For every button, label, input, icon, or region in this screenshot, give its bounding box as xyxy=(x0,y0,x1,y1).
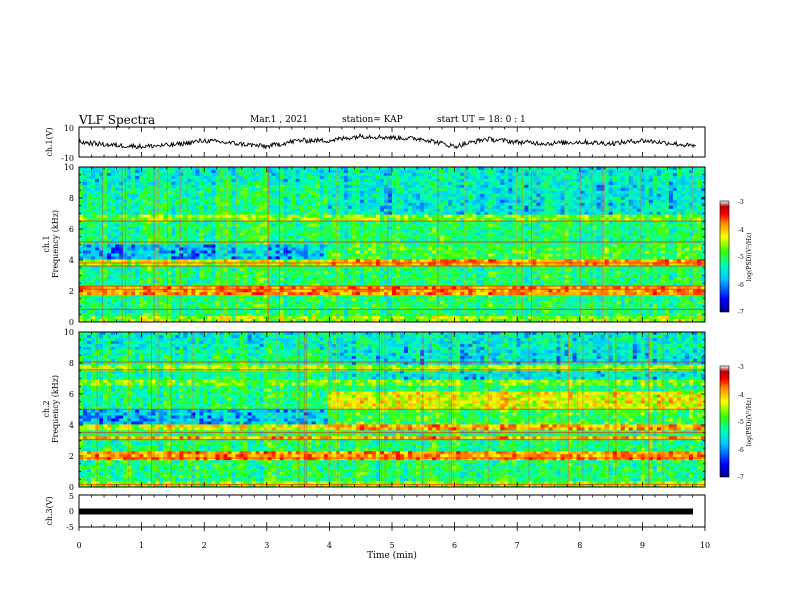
ch2-cbar-tick-4: -4 xyxy=(738,392,744,399)
ch1-cbar-label: log(PSD)(V²/Hz) xyxy=(746,233,753,282)
xtick-6: 6 xyxy=(452,541,457,550)
ch3-ytick-minus5: -5 xyxy=(66,523,74,532)
ch1-cbar-tick-4: -4 xyxy=(738,227,744,234)
xtick-3: 3 xyxy=(264,541,269,550)
ch2-colorbar-gradient xyxy=(719,365,730,478)
ch1-cbar-tick-7: -7 xyxy=(738,309,744,316)
xtick-4: 4 xyxy=(327,541,332,550)
ch1-spec-ytick-8: 8 xyxy=(69,194,74,203)
ch1-cbar-tick-3: -3 xyxy=(738,199,744,206)
ch1-spec-ylabel-channel: ch.1 xyxy=(42,235,51,252)
ch2-spec-ytick-4: 4 xyxy=(69,421,74,430)
ch2-spec-ytick-0: 0 xyxy=(69,483,74,492)
xtick-10: 10 xyxy=(700,541,710,550)
ch1-ytick-10: 10 xyxy=(64,124,74,133)
start-ut-label: start UT = 18: 0 : 1 xyxy=(437,115,526,125)
xtick-2: 2 xyxy=(202,541,207,550)
xtick-8: 8 xyxy=(577,541,582,550)
ch1-spec-ylabel-frequency: Frequency (kHz) xyxy=(51,210,60,278)
ch2-colorbar: -3 -4 -5 -6 -7 log(PSD)(V²/Hz) xyxy=(719,364,753,481)
ch1-colorbar: -3 -4 -5 -6 -7 log(PSD)(V²/Hz) xyxy=(719,199,753,316)
ch2-cbar-tick-3: -3 xyxy=(738,364,744,371)
axis-ticks xyxy=(78,127,706,531)
ch2-spec-ytick-6: 6 xyxy=(69,390,74,399)
ch1-ytick-minus10: -10 xyxy=(61,154,74,163)
ch1-spec-ytick-0: 0 xyxy=(69,318,74,327)
ch2-cbar-tick-7: -7 xyxy=(738,474,744,481)
ch1-colorbar-gradient xyxy=(719,200,730,313)
ch2-spec-ytick-8: 8 xyxy=(69,359,74,368)
date-label: Mar.1 , 2021 xyxy=(250,115,308,125)
ch1-spec-ytick-2: 2 xyxy=(69,287,74,296)
xtick-7: 7 xyxy=(515,541,520,550)
ch2-spec-ytick-10: 10 xyxy=(64,328,74,337)
xtick-0: 0 xyxy=(76,541,81,550)
ch3-level-ylabel: ch.3(V) xyxy=(45,496,54,525)
ch1-spectrogram xyxy=(79,167,705,322)
ch1-cbar-tick-5: -5 xyxy=(738,254,744,261)
ch1-spec-ytick-6: 6 xyxy=(69,225,74,234)
ch2-cbar-label: log(PSD)(V²/Hz) xyxy=(746,398,753,447)
x-axis-label: Time (min) xyxy=(367,550,417,561)
ch1-waveform-line xyxy=(78,132,696,150)
ch1-spec-ytick-4: 4 xyxy=(69,256,74,265)
xtick-5: 5 xyxy=(389,541,394,550)
ch1-cbar-tick-6: -6 xyxy=(738,282,744,289)
ch2-spectrogram xyxy=(79,332,705,487)
ch1-spec-ytick-10: 10 xyxy=(64,163,74,172)
ch3-ytick-5: 5 xyxy=(69,492,74,501)
ch2-spec-ylabel-channel: ch.2 xyxy=(42,400,51,417)
chart-title: VLF Spectra xyxy=(79,113,156,127)
ch2-cbar-tick-5: -5 xyxy=(738,419,744,426)
xtick-9: 9 xyxy=(640,541,645,550)
station-label: station= KAP xyxy=(342,115,403,125)
ch2-cbar-tick-6: -6 xyxy=(738,447,744,454)
xtick-1: 1 xyxy=(139,541,144,550)
ch3-ytick-0: 0 xyxy=(69,507,74,516)
ch3-level-line xyxy=(79,508,693,515)
ch1-waveform-ylabel: ch.1(V) xyxy=(45,127,54,156)
ch2-spec-ylabel-frequency: Frequency (kHz) xyxy=(51,375,60,443)
ch2-spec-ytick-2: 2 xyxy=(69,452,74,461)
